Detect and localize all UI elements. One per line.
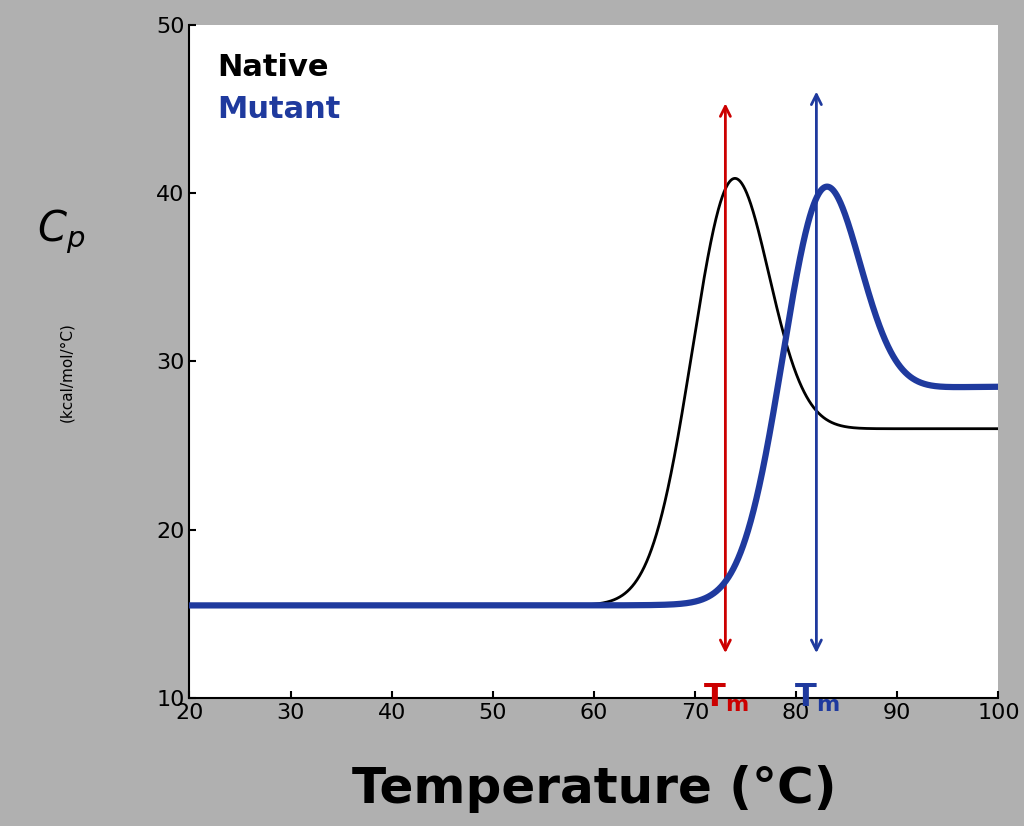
Text: (kcal/mol/°C): (kcal/mol/°C) bbox=[59, 322, 74, 421]
Text: $\mathbf{T_m}$: $\mathbf{T_m}$ bbox=[794, 681, 840, 714]
Legend: Native, Mutant: Native, Mutant bbox=[204, 39, 354, 138]
Text: Temperature (°C): Temperature (°C) bbox=[351, 765, 837, 813]
Text: $\mathbf{T_m}$: $\mathbf{T_m}$ bbox=[702, 681, 749, 714]
Text: $C_p$: $C_p$ bbox=[37, 207, 86, 255]
